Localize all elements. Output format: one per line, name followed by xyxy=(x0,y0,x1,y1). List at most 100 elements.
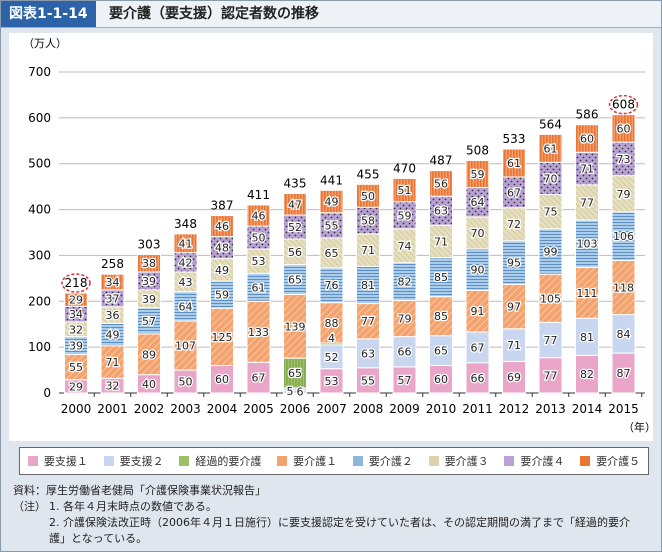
data-label: 72 xyxy=(507,218,521,231)
data-label: 50 xyxy=(361,190,375,203)
y-tick-label: 200 xyxy=(28,294,51,308)
data-label: 95 xyxy=(507,257,521,270)
data-label: 42 xyxy=(179,256,193,269)
data-label: 50 xyxy=(179,376,193,389)
x-tick-label: 2001 xyxy=(97,402,128,416)
data-label: 118 xyxy=(613,282,634,295)
note-label: （注） xyxy=(13,500,46,513)
data-label: 60 xyxy=(215,373,229,386)
legend-swatch xyxy=(103,456,114,466)
data-label: 55 xyxy=(325,219,339,232)
data-label: 5 xyxy=(287,385,294,398)
x-tick-label: 2013 xyxy=(535,402,566,416)
data-label: 81 xyxy=(580,331,594,344)
data-label: 34 xyxy=(69,308,83,321)
bar-segment xyxy=(210,215,234,238)
legend-label: 要介護５ xyxy=(596,455,641,468)
data-label: 105 xyxy=(540,292,561,305)
legend-item: 要介護３ xyxy=(428,453,489,469)
data-label: 65 xyxy=(288,274,302,287)
total-label: 441 xyxy=(320,173,343,187)
bar-segment xyxy=(392,177,417,203)
data-label: 43 xyxy=(179,276,193,289)
data-label: 57 xyxy=(142,315,156,328)
y-tick-label: 0 xyxy=(43,386,51,400)
data-label: 65 xyxy=(325,247,339,260)
data-label: 58 xyxy=(361,215,375,228)
data-label: 63 xyxy=(361,347,375,360)
legend-item: 要介護４ xyxy=(504,453,564,469)
bar-segment xyxy=(319,189,344,214)
data-label: 29 xyxy=(69,380,83,393)
data-label: 61 xyxy=(544,142,558,155)
y-tick-label: 600 xyxy=(28,111,51,125)
data-label: 34 xyxy=(106,276,120,289)
data-label: 46 xyxy=(252,210,266,223)
data-label: 125 xyxy=(212,331,233,344)
data-label: 57 xyxy=(398,374,412,387)
y-tick-label: 500 xyxy=(28,157,51,171)
legend-label: 要介護４ xyxy=(520,455,565,468)
x-tick-label: 2006 xyxy=(280,402,311,416)
figure-title: 要介護（要支援）認定者数の推移 xyxy=(109,6,319,22)
data-label: 73 xyxy=(617,153,631,166)
data-label: 66 xyxy=(471,372,485,385)
legend-label: 要介護３ xyxy=(444,455,489,468)
data-label: 89 xyxy=(142,348,156,361)
data-label: 47 xyxy=(288,198,302,211)
highlight-circle xyxy=(608,94,639,115)
data-label: 69 xyxy=(507,371,521,384)
data-label: 66 xyxy=(398,346,412,359)
data-label: 56 xyxy=(288,246,302,259)
y-tick-label: 400 xyxy=(28,203,51,217)
legend-label: 要支援１ xyxy=(43,455,88,468)
data-label: 77 xyxy=(580,196,594,209)
data-label: 85 xyxy=(434,271,448,284)
total-label: 218 xyxy=(65,276,88,290)
data-label: 49 xyxy=(106,329,120,342)
data-label: 71 xyxy=(106,356,120,369)
data-label: 50 xyxy=(252,232,266,245)
data-label: 85 xyxy=(434,310,448,323)
data-label: 51 xyxy=(398,184,412,197)
data-label: 60 xyxy=(617,122,631,135)
x-tick-label: 2015 xyxy=(608,402,639,416)
title-bar: 図表1-1-14 要介護（要支援）認定者数の推移 xyxy=(1,1,661,28)
bar-segment xyxy=(611,114,636,143)
data-label: 77 xyxy=(361,315,375,328)
x-tick-label: 2005 xyxy=(243,402,274,416)
data-label: 41 xyxy=(179,237,193,250)
data-label: 60 xyxy=(580,132,594,145)
bar-segment xyxy=(100,273,125,291)
legend-swatch xyxy=(504,456,515,466)
bar-segment xyxy=(465,160,490,189)
data-label: 65 xyxy=(434,345,448,358)
legend-swatch xyxy=(580,456,591,466)
data-label: 53 xyxy=(252,255,266,268)
highlight-circle xyxy=(61,273,91,293)
data-label: 6 xyxy=(297,386,304,399)
legend-label: 要支援２ xyxy=(119,455,164,468)
x-tick-label: 2007 xyxy=(316,402,347,416)
data-label: 107 xyxy=(175,340,196,353)
bar-segment xyxy=(538,133,563,163)
data-label: 67 xyxy=(507,186,521,199)
total-label: 303 xyxy=(138,238,161,252)
total-label: 608 xyxy=(612,98,635,112)
data-label: 52 xyxy=(288,221,302,234)
bar-segment xyxy=(137,254,161,273)
data-label: 48 xyxy=(215,242,229,255)
source-note: 資料：厚生労働省老健局「介護保険事業状況報告」 xyxy=(13,484,266,497)
bar-segment xyxy=(246,204,271,227)
x-tick-label: 2014 xyxy=(572,402,603,416)
notes: 資料：厚生労働省老健局「介護保険事業状況報告」 （注） 1. 各年４月末時点の数値… xyxy=(13,483,639,547)
data-label: 67 xyxy=(471,341,485,354)
stacked-bar-chart: 0 100 200 300 400 500 600 700 2000 2001 2002 2003 20… xyxy=(23,37,656,434)
y-tick-label: 300 xyxy=(28,248,51,262)
data-label: 39 xyxy=(69,340,83,353)
y-tick-label: 700 xyxy=(28,65,51,79)
legend-swatch xyxy=(179,456,190,466)
bar-segment xyxy=(429,170,453,197)
legend-label: 要介護１ xyxy=(293,455,338,468)
